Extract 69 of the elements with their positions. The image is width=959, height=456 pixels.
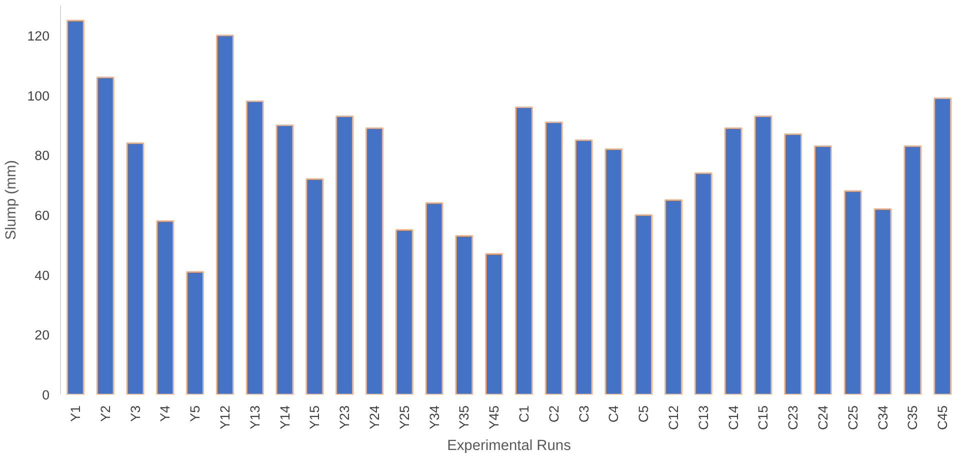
- y-tick-label: 120: [27, 28, 50, 44]
- x-tick-label: Y2: [98, 405, 113, 422]
- x-tick-label: C35: [905, 405, 920, 430]
- y-axis-title: Slump (mm): [3, 160, 20, 240]
- x-tick-label: Y23: [337, 405, 352, 430]
- x-axis-title: Experimental Runs: [447, 438, 571, 454]
- bar: [514, 106, 533, 394]
- x-tick-label: Y45: [486, 405, 502, 430]
- x-tick-label: C23: [786, 405, 801, 430]
- bar: [664, 199, 682, 394]
- bar: [934, 98, 952, 394]
- bar: [216, 34, 234, 394]
- bar: [246, 100, 264, 394]
- bar: [126, 142, 144, 394]
- bar: [814, 145, 832, 394]
- y-tick-label: 40: [34, 268, 50, 283]
- bar: [904, 145, 922, 394]
- x-tick-label: C3: [576, 405, 592, 423]
- x-tick-label: Y25: [396, 405, 412, 430]
- x-tick-label: C45: [935, 405, 950, 430]
- bar: [724, 127, 742, 394]
- x-tick-label: C12: [666, 405, 681, 430]
- x-tick-label: C4: [606, 404, 622, 423]
- y-tick-label: 0: [42, 388, 50, 402]
- bar: [694, 172, 712, 394]
- bar: [874, 208, 892, 394]
- x-tick-label: Y14: [277, 404, 292, 430]
- bar: [156, 220, 174, 394]
- bar: [544, 121, 563, 394]
- x-tick-label: Y24: [366, 404, 382, 430]
- x-tick-label: Y13: [247, 405, 262, 430]
- bar: [186, 271, 204, 394]
- bar: [306, 178, 324, 394]
- bar: [425, 202, 444, 394]
- bar: [754, 115, 772, 394]
- x-tick-label: Y34: [426, 404, 442, 430]
- x-tick-label: C25: [845, 405, 860, 430]
- x-tick-label: C13: [696, 405, 711, 430]
- bar: [336, 115, 354, 394]
- bar: [784, 133, 802, 394]
- y-tick-label: 20: [34, 328, 50, 343]
- x-tick-label: C24: [815, 404, 830, 430]
- x-tick-label: C5: [636, 405, 652, 423]
- bar: [365, 127, 384, 394]
- bar: [96, 76, 114, 394]
- bar: [844, 190, 862, 394]
- x-tick-label: Y3: [128, 405, 143, 422]
- x-tick-label: C14: [726, 404, 741, 430]
- x-tick-label: C15: [756, 405, 771, 430]
- x-tick-label: Y4: [158, 404, 173, 422]
- x-tick-label: C2: [546, 405, 562, 423]
- bar: [634, 214, 653, 394]
- bar: [604, 148, 623, 394]
- x-tick-label: C1: [516, 405, 532, 423]
- x-tick-label: Y12: [217, 405, 232, 430]
- x-tick-label: Y1: [68, 405, 83, 422]
- y-tick-label: 100: [27, 88, 50, 104]
- y-tick-label: 80: [34, 148, 50, 164]
- bar: [485, 253, 504, 394]
- x-tick-label: C34: [875, 404, 890, 430]
- bar: [66, 20, 84, 394]
- bar: [276, 124, 294, 394]
- x-tick-label: Y5: [188, 405, 203, 422]
- x-tick-label: Y35: [456, 405, 472, 430]
- y-tick-label: 60: [34, 208, 50, 223]
- bar: [574, 139, 593, 394]
- x-tick-label: Y15: [307, 405, 322, 430]
- bar: [395, 229, 414, 394]
- bar: [455, 235, 474, 394]
